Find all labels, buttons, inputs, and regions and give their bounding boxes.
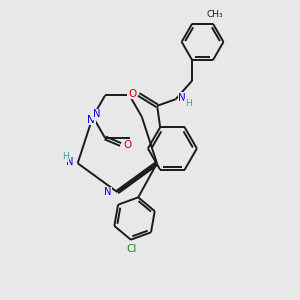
Text: CH₃: CH₃	[206, 10, 223, 19]
Text: N: N	[87, 115, 95, 125]
Text: O: O	[123, 140, 131, 150]
Text: N: N	[66, 157, 73, 167]
Text: Cl: Cl	[126, 244, 136, 254]
Text: N: N	[93, 109, 100, 119]
Text: N: N	[104, 187, 112, 197]
Text: O: O	[128, 89, 136, 99]
Text: N: N	[178, 93, 186, 103]
Text: H: H	[185, 99, 192, 108]
Text: H: H	[62, 152, 68, 161]
